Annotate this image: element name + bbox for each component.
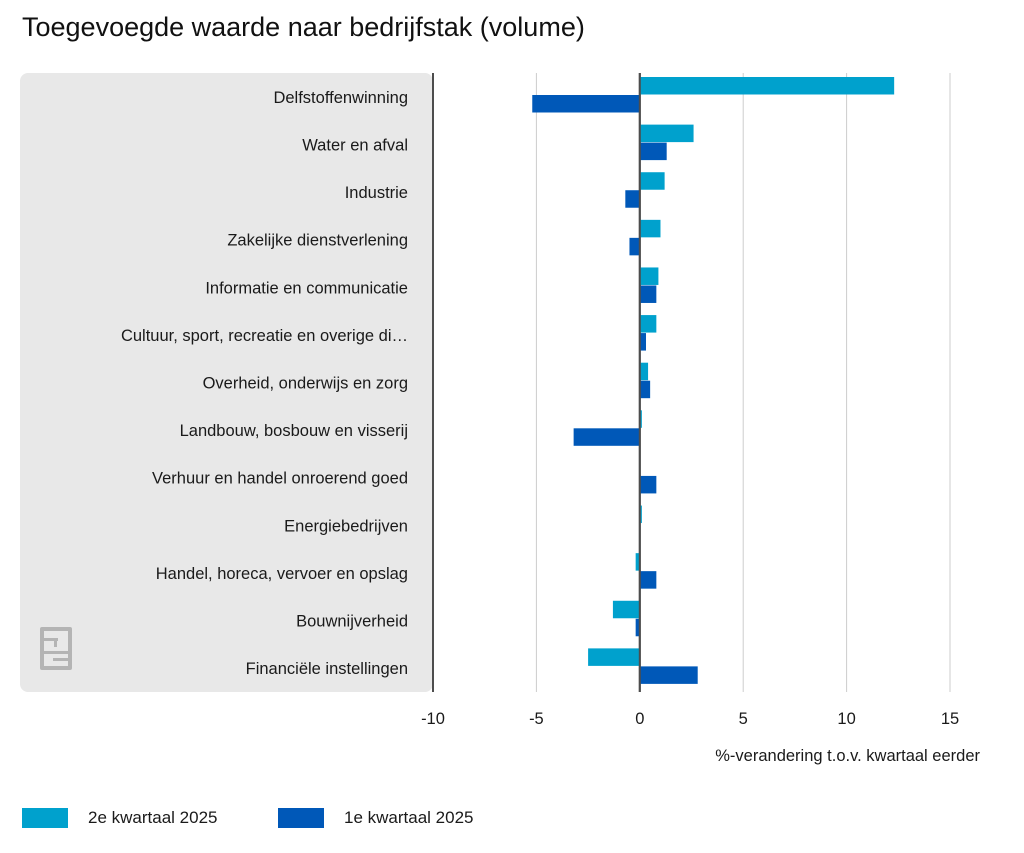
category-label: Energiebedrijven bbox=[284, 517, 408, 535]
bar-2-6 bbox=[639, 380, 651, 399]
bar-1-5 bbox=[639, 315, 657, 333]
category-label: Financiële instellingen bbox=[246, 660, 408, 678]
bar-2-10 bbox=[639, 571, 657, 589]
x-tick-label: -10 bbox=[421, 710, 445, 728]
bar-2-8 bbox=[639, 475, 657, 494]
category-label: Water en afval bbox=[302, 136, 408, 154]
gridlines bbox=[432, 73, 951, 692]
bar-1-6 bbox=[639, 362, 649, 381]
legend-label-series1: 2e kwartaal 2025 bbox=[88, 808, 218, 827]
bars bbox=[532, 73, 895, 692]
bar-1-7 bbox=[639, 410, 642, 428]
category-label: Delfstoffenwinning bbox=[273, 89, 408, 107]
bar-2-3 bbox=[629, 237, 640, 256]
bar-1-9 bbox=[639, 505, 642, 524]
category-label: Bouwnijverheid bbox=[296, 613, 408, 631]
legend-swatch-series1 bbox=[22, 808, 68, 828]
chart-title: Toegevoegde waarde naar bedrijfstak (vol… bbox=[22, 12, 585, 42]
bar-1-2 bbox=[639, 172, 665, 190]
x-tick-label: 5 bbox=[739, 710, 748, 728]
legend-label-series2: 1e kwartaal 2025 bbox=[344, 808, 474, 827]
bar-1-3 bbox=[639, 219, 661, 238]
legend-item-series2: 1e kwartaal 2025 bbox=[278, 808, 473, 828]
bar-1-1 bbox=[639, 124, 694, 143]
bar-2-12 bbox=[639, 666, 698, 684]
bar-1-0 bbox=[639, 77, 895, 95]
bar-2-11 bbox=[635, 618, 640, 637]
category-label: Cultuur, sport, recreatie en overige di… bbox=[121, 327, 408, 345]
x-tick-label: 10 bbox=[837, 710, 855, 728]
x-axis-ticks: -10 -5 0 5 10 15 bbox=[421, 710, 959, 728]
bar-1-10 bbox=[635, 553, 640, 571]
legend-item-series1: 2e kwartaal 2025 bbox=[22, 808, 217, 828]
bar-2-7 bbox=[573, 428, 640, 446]
bar-1-12 bbox=[588, 648, 640, 666]
bar-1-4 bbox=[639, 267, 659, 285]
category-label: Informatie en communicatie bbox=[205, 279, 408, 297]
bar-2-4 bbox=[639, 285, 657, 303]
bar-2-0 bbox=[532, 95, 640, 113]
bar-2-1 bbox=[639, 142, 667, 161]
x-axis-title: %-verandering t.o.v. kwartaal eerder bbox=[715, 747, 980, 765]
category-label: Landbouw, bosbouw en visserij bbox=[180, 422, 408, 440]
bar-2-5 bbox=[639, 333, 647, 351]
category-label: Zakelijke dienstverlening bbox=[227, 232, 408, 250]
category-label: Verhuur en handel onroerend goed bbox=[152, 470, 408, 488]
x-tick-label: 0 bbox=[635, 710, 644, 728]
category-label: Handel, horeca, vervoer en opslag bbox=[156, 565, 408, 583]
bar-1-11 bbox=[612, 600, 640, 619]
category-label: Industrie bbox=[345, 184, 408, 202]
cbs-logo-icon bbox=[40, 627, 72, 670]
x-tick-label: -5 bbox=[529, 710, 544, 728]
legend-swatch-series2 bbox=[278, 808, 324, 828]
bar-2-2 bbox=[625, 190, 640, 208]
category-panel bbox=[20, 73, 433, 692]
x-tick-label: 15 bbox=[941, 710, 959, 728]
category-label: Overheid, onderwijs en zorg bbox=[203, 375, 408, 393]
category-labels: Delfstoffenwinning Water en afval Industri… bbox=[121, 89, 408, 678]
